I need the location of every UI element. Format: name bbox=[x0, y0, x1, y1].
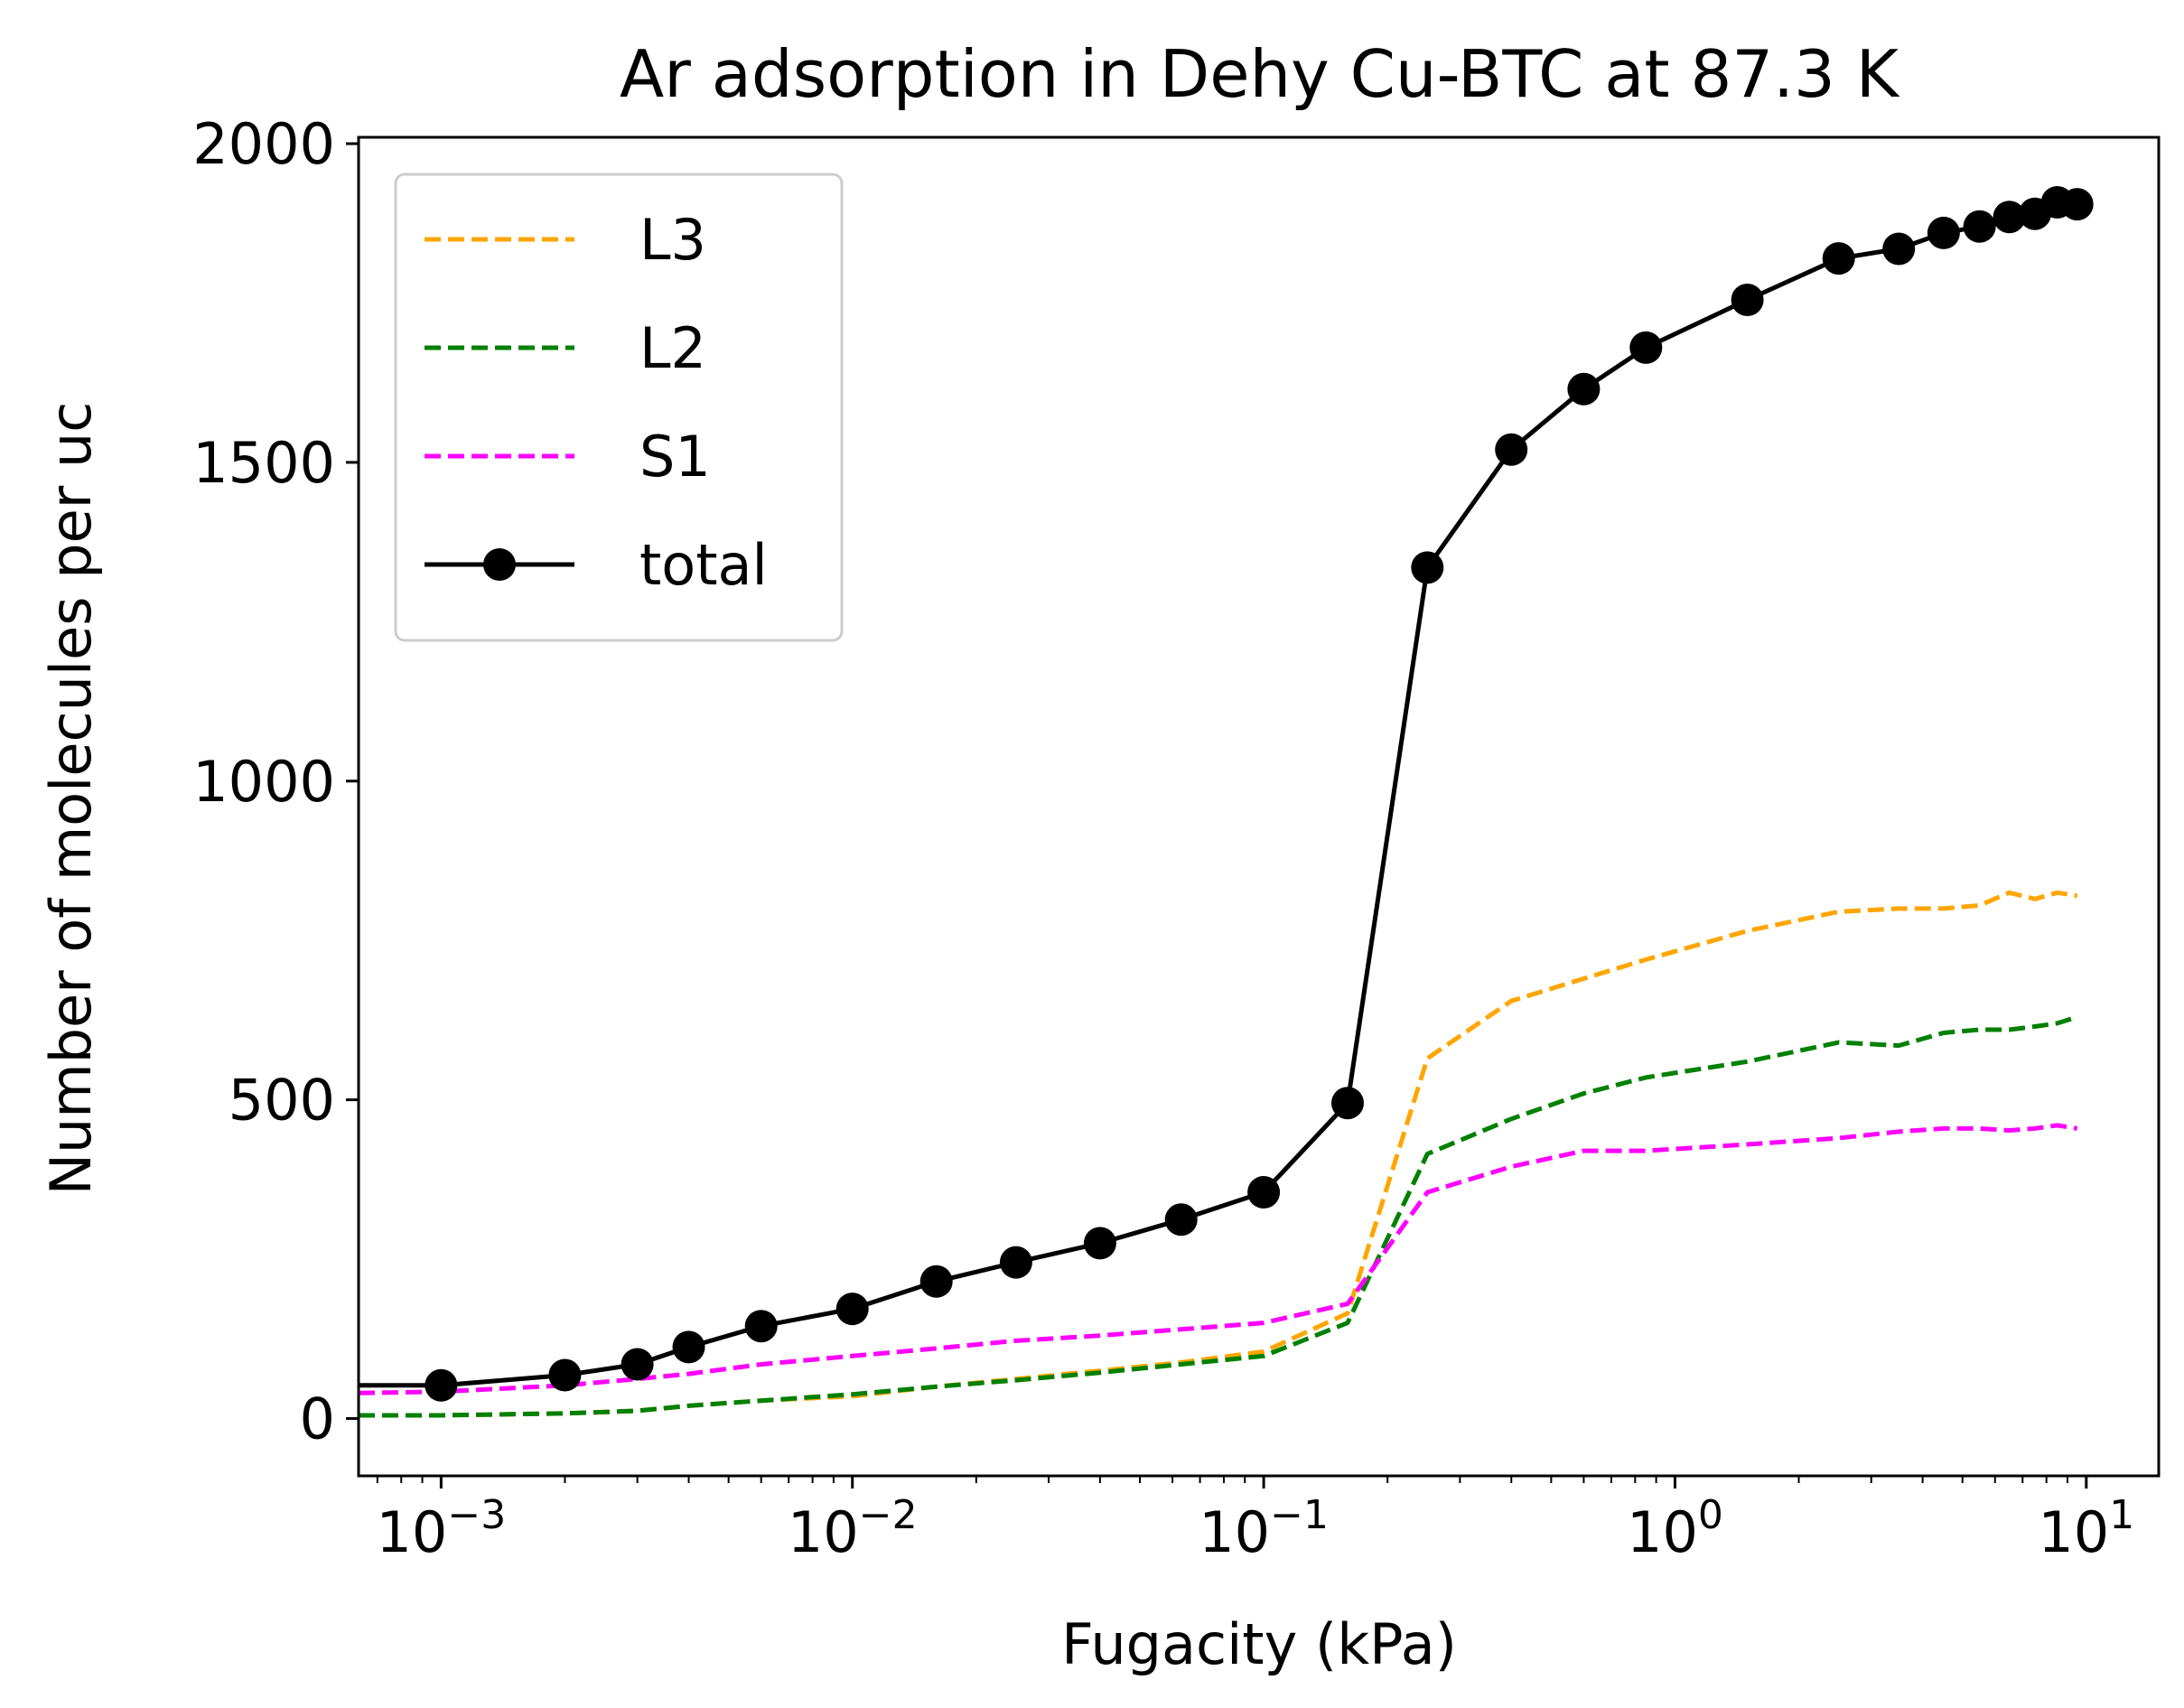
data-point-total bbox=[919, 1265, 953, 1298]
data-point-total bbox=[1164, 1203, 1198, 1237]
x-tick-label: 10−3 bbox=[376, 1492, 506, 1565]
data-point-total bbox=[1411, 551, 1444, 584]
data-point-total bbox=[1331, 1087, 1364, 1120]
legend-label-L2: L2 bbox=[639, 315, 706, 381]
data-point-total bbox=[1567, 372, 1601, 406]
data-point-total bbox=[1083, 1227, 1116, 1260]
legend-marker-total bbox=[483, 548, 516, 581]
y-tick-label: 1500 bbox=[192, 430, 335, 496]
series-line-L2 bbox=[359, 1014, 2078, 1418]
y-axis-label: Number of molecules per uc bbox=[38, 402, 104, 1196]
x-tick-label: 101 bbox=[2038, 1492, 2134, 1565]
data-point-total bbox=[1882, 232, 1916, 266]
legend-label-L3: L3 bbox=[639, 207, 706, 273]
series-line-L3 bbox=[359, 890, 2078, 1418]
axes-frame bbox=[357, 135, 2161, 1478]
legend: L3 L2 S1 total bbox=[394, 173, 844, 642]
legend-box bbox=[394, 173, 844, 642]
data-point-total bbox=[1822, 242, 1855, 275]
y-tick-label: 0 bbox=[300, 1386, 335, 1451]
data-point-total bbox=[1247, 1176, 1281, 1209]
data-point-total bbox=[744, 1310, 778, 1343]
y-tick-label: 1000 bbox=[192, 749, 335, 815]
x-tick-label: 10−2 bbox=[788, 1492, 918, 1565]
data-point-total bbox=[999, 1246, 1032, 1279]
series-line-S1 bbox=[359, 1123, 2078, 1395]
data-point-total bbox=[1927, 216, 1960, 249]
x-tick-label: 10−1 bbox=[1199, 1492, 1329, 1565]
data-point-total bbox=[1629, 331, 1663, 364]
plot-area bbox=[359, 186, 2094, 1418]
data-point-total bbox=[672, 1330, 705, 1364]
data-point-total bbox=[1993, 201, 2026, 234]
x-tick-label: 100 bbox=[1627, 1492, 1723, 1565]
y-tick-label: 500 bbox=[229, 1068, 335, 1134]
data-point-total bbox=[1963, 210, 1996, 243]
y-tick-label: 2000 bbox=[192, 111, 335, 177]
data-point-total bbox=[2060, 188, 2094, 221]
data-point-total bbox=[1495, 433, 1528, 466]
legend-label-total: total bbox=[639, 532, 768, 598]
data-point-total bbox=[548, 1358, 582, 1392]
ticks: 0 500 1000 1500 2000 10−3 10−2 10−1 100 101 bbox=[192, 111, 2134, 1565]
legend-label-S1: S1 bbox=[639, 424, 711, 490]
data-point-total bbox=[621, 1348, 654, 1381]
chart-title: Ar adsorption in Dehy Cu-BTC at 87.3 K bbox=[620, 36, 1900, 112]
data-point-total bbox=[1731, 284, 1764, 316]
x-axis-label: Fugacity (kPa) bbox=[1061, 1611, 1457, 1677]
data-point-total bbox=[425, 1368, 458, 1402]
data-point-total bbox=[835, 1293, 869, 1326]
